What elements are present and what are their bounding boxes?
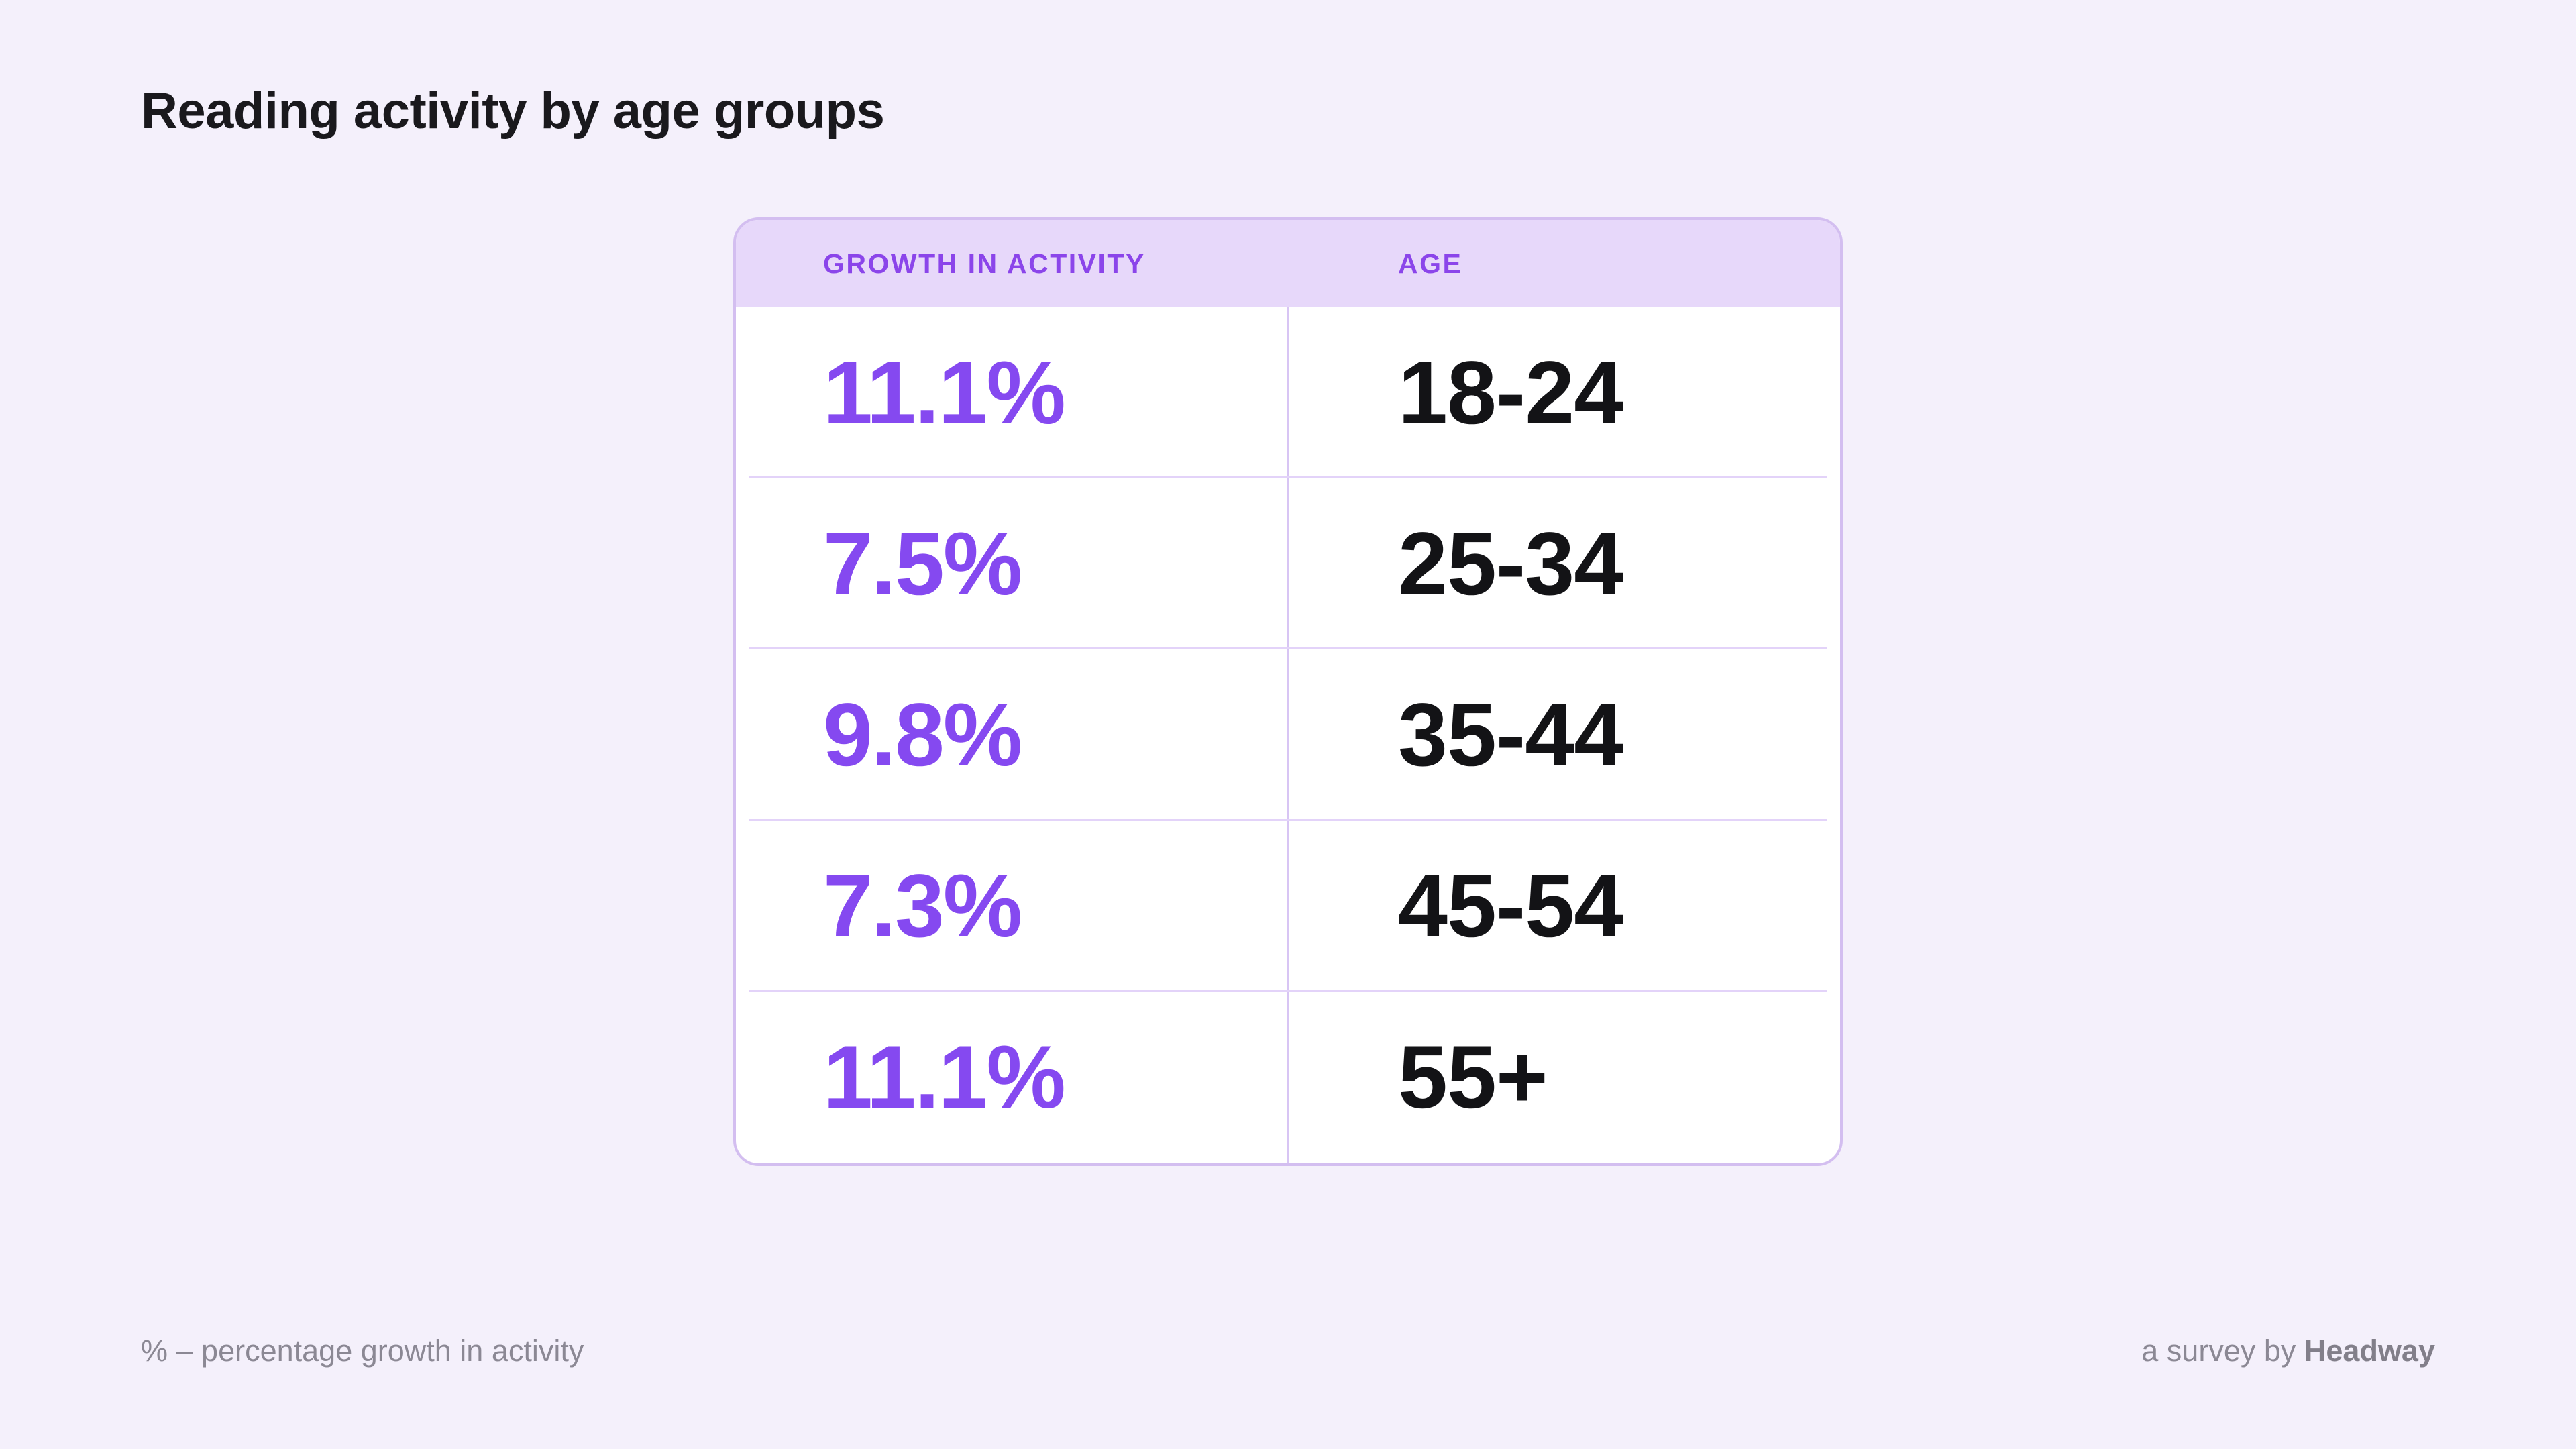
table-row: 11.1% 18-24 — [736, 307, 1840, 479]
column-header-growth: GROWTH IN ACTIVITY — [823, 248, 1146, 279]
table-body: 11.1% 18-24 7.5% 25-34 9.8% 35-44 7.3% 4… — [736, 307, 1840, 1163]
credit-brand: Headway — [2304, 1334, 2435, 1368]
table-header-row: GROWTH IN ACTIVITY AGE — [736, 220, 1840, 307]
survey-credit: a survey by Headway — [2141, 1334, 2435, 1368]
growth-value: 7.3% — [823, 857, 1022, 957]
stats-table-card: GROWTH IN ACTIVITY AGE 11.1% 18-24 7.5% … — [733, 217, 1843, 1166]
credit-text: a survey by — [2141, 1334, 2304, 1368]
table-row: 9.8% 35-44 — [736, 649, 1840, 821]
age-value: 18-24 — [1398, 343, 1623, 443]
footnote: % – percentage growth in activity — [141, 1334, 584, 1368]
growth-value: 11.1% — [823, 1028, 1066, 1128]
column-divider — [1287, 307, 1289, 1163]
age-value: 35-44 — [1398, 685, 1623, 785]
table-row: 7.3% 45-54 — [736, 821, 1840, 992]
column-header-age: AGE — [1398, 248, 1463, 279]
age-value: 45-54 — [1398, 857, 1623, 957]
growth-value: 11.1% — [823, 343, 1066, 443]
table-row: 11.1% 55+ — [736, 992, 1840, 1163]
growth-value: 7.5% — [823, 514, 1022, 614]
age-value: 25-34 — [1398, 514, 1623, 614]
page-title: Reading activity by age groups — [141, 83, 885, 140]
growth-value: 9.8% — [823, 685, 1022, 785]
age-value: 55+ — [1398, 1028, 1548, 1128]
table-row: 7.5% 25-34 — [736, 478, 1840, 650]
